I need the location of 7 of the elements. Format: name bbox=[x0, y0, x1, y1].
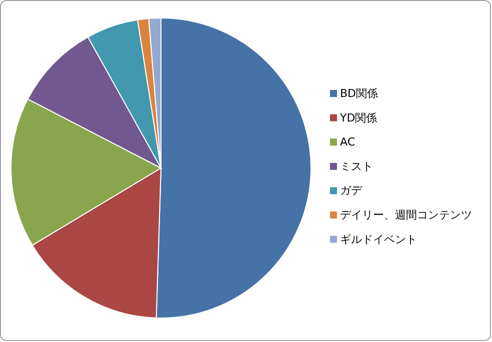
legend-label: ギルドイベント bbox=[340, 232, 417, 246]
legend-label: AC bbox=[340, 136, 356, 149]
legend-label: ガデ bbox=[340, 184, 363, 198]
legend-label: デイリー、週間コンテンツ bbox=[340, 208, 472, 222]
legend-label: ミスト bbox=[340, 160, 373, 173]
legend-label: YD関係 bbox=[339, 111, 378, 124]
legend-label: BD関係 bbox=[340, 87, 378, 100]
